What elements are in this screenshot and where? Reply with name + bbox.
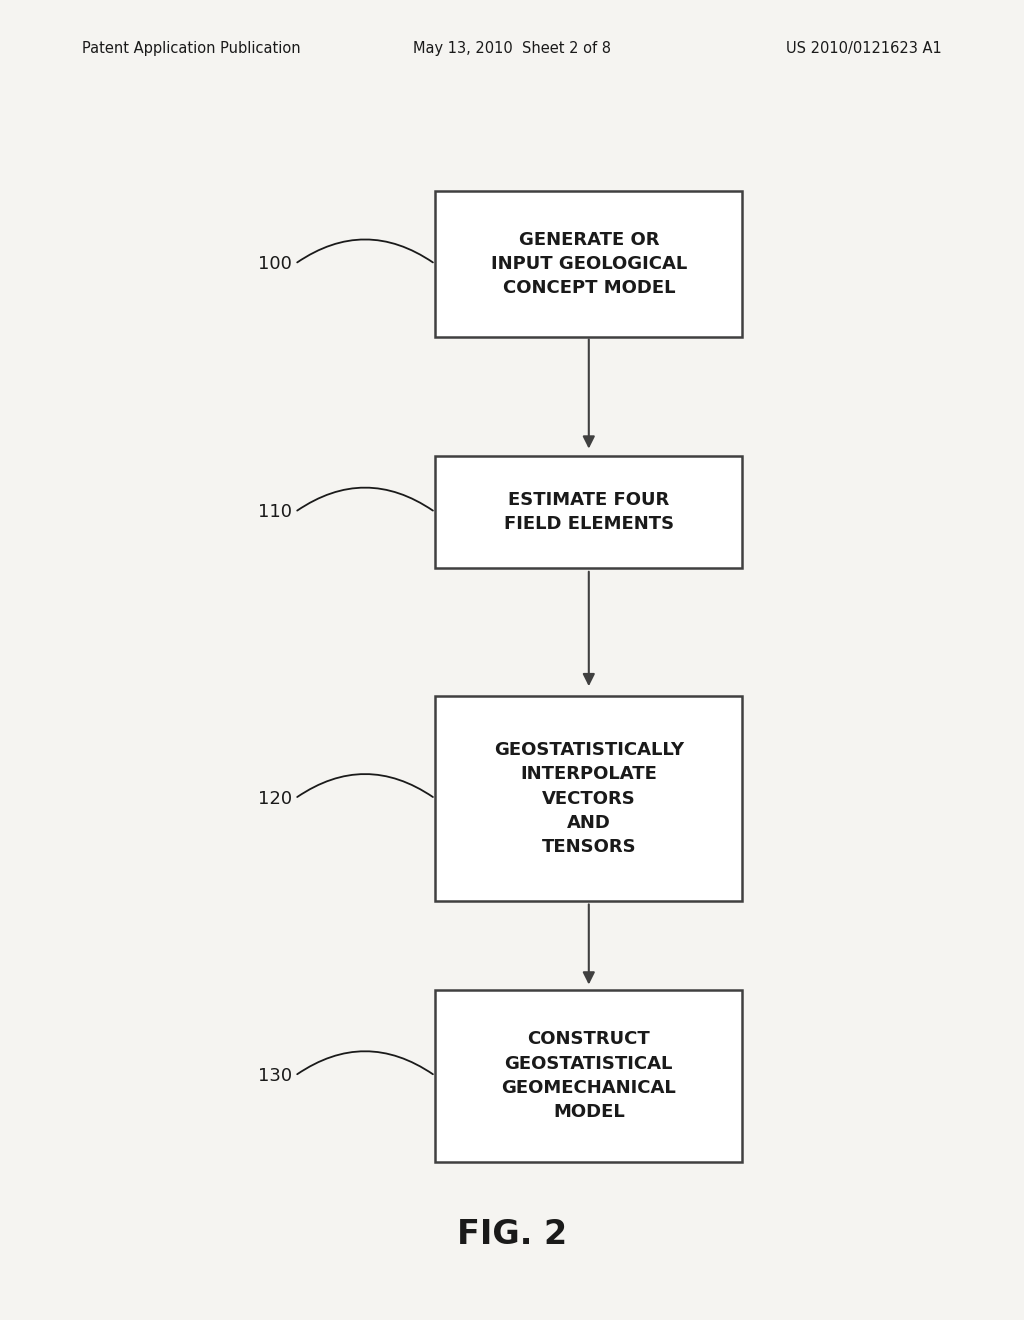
Text: US 2010/0121623 A1: US 2010/0121623 A1 bbox=[786, 41, 942, 57]
Text: GEOSTATISTICALLY
INTERPOLATE
VECTORS
AND
TENSORS: GEOSTATISTICALLY INTERPOLATE VECTORS AND… bbox=[494, 741, 684, 857]
Text: 110: 110 bbox=[258, 503, 292, 521]
Text: ESTIMATE FOUR
FIELD ELEMENTS: ESTIMATE FOUR FIELD ELEMENTS bbox=[504, 491, 674, 533]
Text: May 13, 2010  Sheet 2 of 8: May 13, 2010 Sheet 2 of 8 bbox=[413, 41, 611, 57]
Text: 130: 130 bbox=[258, 1067, 292, 1085]
FancyBboxPatch shape bbox=[435, 990, 742, 1162]
FancyBboxPatch shape bbox=[435, 697, 742, 900]
Text: GENERATE OR
INPUT GEOLOGICAL
CONCEPT MODEL: GENERATE OR INPUT GEOLOGICAL CONCEPT MOD… bbox=[490, 231, 687, 297]
Text: FIG. 2: FIG. 2 bbox=[457, 1217, 567, 1251]
Text: 100: 100 bbox=[258, 255, 292, 273]
Text: 120: 120 bbox=[258, 789, 292, 808]
Text: CONSTRUCT
GEOSTATISTICAL
GEOMECHANICAL
MODEL: CONSTRUCT GEOSTATISTICAL GEOMECHANICAL M… bbox=[502, 1031, 676, 1121]
FancyBboxPatch shape bbox=[435, 457, 742, 568]
Text: Patent Application Publication: Patent Application Publication bbox=[82, 41, 301, 57]
FancyBboxPatch shape bbox=[435, 191, 742, 337]
